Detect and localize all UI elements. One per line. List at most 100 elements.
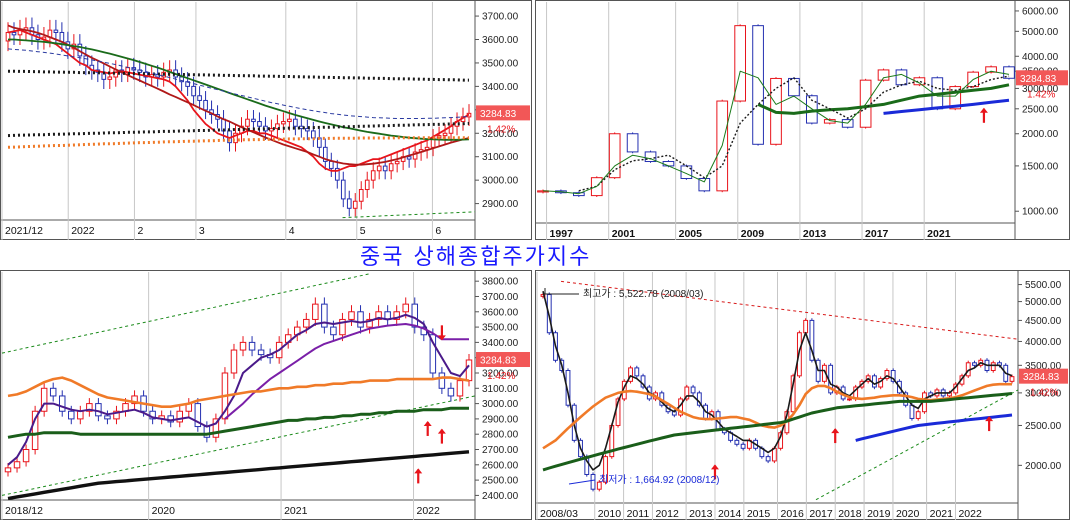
annotation-arrow xyxy=(831,428,840,444)
candle-body xyxy=(13,461,21,469)
x-tick-label: 6 xyxy=(435,225,441,237)
y-tick-label: 3700.00 xyxy=(482,292,519,303)
y-tick-label: 1500.00 xyxy=(1022,161,1059,172)
candle-body xyxy=(603,456,608,483)
x-tick-label: 2009 xyxy=(741,228,765,240)
y-tick-label: 3000.00 xyxy=(482,176,519,187)
candle-body xyxy=(972,362,977,366)
y-tick-label: 3000.00 xyxy=(1022,84,1059,95)
x-tick-label: 2022 xyxy=(71,225,95,237)
candle-body xyxy=(628,367,633,382)
candle-body xyxy=(596,481,602,490)
candle-body xyxy=(239,341,247,351)
candle-body xyxy=(348,311,355,320)
candle-body xyxy=(251,118,256,123)
candle-body xyxy=(197,95,202,101)
candle-body xyxy=(913,77,926,86)
x-tick-label: 2013 xyxy=(803,228,827,240)
candle-body xyxy=(366,318,373,328)
y-tick-label: 4000.00 xyxy=(1025,337,1062,348)
candle-body xyxy=(293,118,298,127)
candle-body xyxy=(328,160,334,169)
candle-body xyxy=(662,161,675,167)
y-tick-label: 2800.00 xyxy=(482,430,519,441)
candle-body xyxy=(334,167,340,181)
candle-body xyxy=(394,160,400,165)
y-tick-label: 2700.00 xyxy=(482,445,519,456)
x-tick-label: 2020 xyxy=(152,505,176,517)
x-tick-label: 2020 xyxy=(896,508,920,520)
candle-body xyxy=(402,303,409,313)
y-tick-label: 2400.00 xyxy=(482,491,519,502)
candle-body xyxy=(31,410,39,451)
y-tick-label: 1000.00 xyxy=(1022,207,1059,218)
y-tick-label: 3200.00 xyxy=(482,129,519,140)
candle-body xyxy=(608,133,621,179)
y-tick-label: 3200.00 xyxy=(482,368,519,379)
candle-body xyxy=(11,31,17,36)
trend-line xyxy=(1,273,372,354)
x-tick-label: 2 xyxy=(137,225,143,237)
y-tick-label: 2500.00 xyxy=(1025,421,1062,432)
ma-line-2 xyxy=(7,24,470,166)
ma-line-4 xyxy=(883,98,1010,115)
x-tick-label: 2008/03 xyxy=(540,508,578,520)
candle-body xyxy=(985,66,997,73)
annotation-arrow xyxy=(710,464,719,480)
last-price-box xyxy=(1019,368,1068,384)
trend-line xyxy=(815,389,1019,501)
candle-body xyxy=(393,311,400,320)
y-tick-label: 2900.00 xyxy=(482,199,519,210)
candle-body xyxy=(990,362,996,372)
y-tick-label: 3000.00 xyxy=(1025,388,1062,399)
x-tick-label: 2012 xyxy=(655,508,679,520)
ma-line-4 xyxy=(8,69,469,82)
candle-body xyxy=(438,372,446,389)
y-tick-label: 3500.00 xyxy=(482,58,519,69)
trend-line xyxy=(560,280,1019,340)
chart-panel-daily: 3700.003600.003500.003400.003300.003200.… xyxy=(0,0,532,240)
y-tick-label: 2000.00 xyxy=(1022,129,1059,140)
chart-panel-weekly: 3800.003700.003600.003500.003400.003300.… xyxy=(0,270,532,520)
y-tick-label: 6000.00 xyxy=(1022,6,1059,17)
ma-line-7 xyxy=(7,48,470,119)
candle-body xyxy=(269,128,274,132)
x-tick-label: 2014 xyxy=(718,508,742,520)
candle-body xyxy=(734,439,740,445)
candle-body xyxy=(352,200,358,209)
panel-frame xyxy=(535,0,1070,240)
candle-body xyxy=(257,349,265,356)
ma-line-4 xyxy=(855,413,1013,442)
y-tick-label: 3100.00 xyxy=(482,384,519,395)
candle-body xyxy=(698,178,711,192)
candle-body xyxy=(68,410,75,420)
panel-frame xyxy=(0,270,532,520)
candle-body xyxy=(107,76,113,80)
candle-body xyxy=(167,415,174,423)
last-price-box xyxy=(476,352,530,368)
candle-body xyxy=(340,179,346,200)
candle-body xyxy=(771,447,777,462)
last-price-label: 3284.83 xyxy=(1023,372,1060,383)
candle-body xyxy=(949,86,962,110)
ma-line-3 xyxy=(542,70,1010,195)
ma-line-4 xyxy=(7,406,469,439)
candle-body xyxy=(155,74,161,78)
y-tick-label: 4500.00 xyxy=(1025,316,1062,327)
candle-body xyxy=(847,398,852,401)
candle-body xyxy=(40,387,48,412)
x-tick-label: 2022 xyxy=(958,508,982,520)
y-tick-label: 5500.00 xyxy=(1025,280,1062,291)
y-tick-label: 3400.00 xyxy=(482,338,519,349)
x-tick-label: 1997 xyxy=(550,228,574,240)
chart-panel-monthly: 5500.00 5000.00 4500.00 4000.00 3500.00 3000.… xyxy=(535,270,1070,520)
annotation-arrow xyxy=(423,420,432,436)
candle-body xyxy=(191,85,196,97)
candle-body xyxy=(690,386,696,394)
candle-body xyxy=(442,132,448,137)
candle-body xyxy=(358,189,364,202)
y-tick-label: 2000.00 xyxy=(1025,461,1062,472)
ma-line-5 xyxy=(7,450,470,501)
x-tick-label: 2021 xyxy=(284,505,308,517)
panel-frame xyxy=(0,0,532,240)
